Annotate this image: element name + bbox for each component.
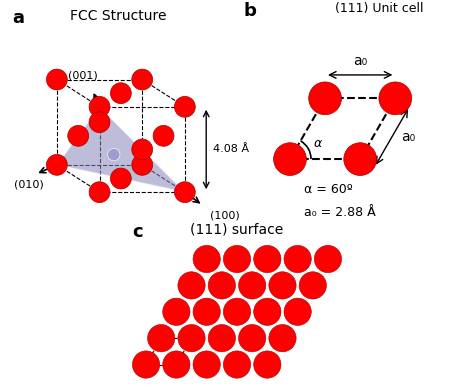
Text: a: a	[12, 9, 24, 27]
Text: c: c	[133, 223, 143, 241]
Circle shape	[208, 324, 236, 352]
Circle shape	[309, 82, 341, 115]
Circle shape	[178, 324, 205, 352]
Circle shape	[284, 298, 311, 325]
Circle shape	[89, 112, 110, 133]
Circle shape	[193, 351, 220, 378]
Circle shape	[284, 245, 311, 273]
Circle shape	[208, 272, 236, 299]
Text: b: b	[243, 2, 256, 20]
Circle shape	[344, 143, 376, 176]
Text: FCC Structure: FCC Structure	[70, 9, 167, 23]
Circle shape	[163, 298, 190, 325]
Circle shape	[46, 69, 67, 90]
Circle shape	[163, 351, 190, 378]
Circle shape	[68, 126, 89, 146]
Circle shape	[46, 154, 67, 175]
Circle shape	[193, 298, 220, 325]
Circle shape	[147, 324, 175, 352]
Circle shape	[132, 351, 160, 378]
Text: (001): (001)	[68, 71, 98, 81]
Circle shape	[193, 245, 220, 273]
Circle shape	[223, 351, 251, 378]
Circle shape	[269, 324, 296, 352]
Circle shape	[223, 245, 251, 273]
Circle shape	[269, 272, 296, 299]
Circle shape	[110, 168, 131, 189]
Circle shape	[174, 96, 195, 117]
Circle shape	[254, 351, 281, 378]
Circle shape	[132, 154, 153, 175]
Text: (111) Unit cell: (111) Unit cell	[335, 2, 423, 15]
Circle shape	[238, 272, 266, 299]
Circle shape	[223, 298, 251, 325]
Text: a₀: a₀	[401, 130, 415, 144]
Circle shape	[314, 245, 342, 273]
Circle shape	[132, 139, 153, 160]
Circle shape	[153, 126, 174, 146]
Circle shape	[132, 69, 153, 90]
Text: α = 60º: α = 60º	[304, 183, 353, 195]
Circle shape	[299, 272, 327, 299]
Circle shape	[110, 83, 131, 104]
Circle shape	[178, 272, 205, 299]
Circle shape	[273, 143, 306, 176]
Circle shape	[379, 82, 411, 115]
Circle shape	[89, 96, 110, 117]
Text: (010): (010)	[14, 179, 43, 189]
Polygon shape	[57, 107, 185, 192]
Text: (111) surface: (111) surface	[191, 223, 283, 237]
Text: $\alpha$: $\alpha$	[313, 137, 323, 150]
Text: a₀ = 2.88 Å: a₀ = 2.88 Å	[304, 206, 376, 219]
Circle shape	[254, 245, 281, 273]
Circle shape	[238, 324, 266, 352]
Circle shape	[174, 182, 195, 202]
Text: (100): (100)	[210, 210, 239, 220]
Text: a₀: a₀	[353, 54, 367, 68]
Text: 4.08 Å: 4.08 Å	[213, 144, 249, 154]
Circle shape	[108, 149, 120, 161]
Circle shape	[89, 182, 110, 202]
Circle shape	[254, 298, 281, 325]
